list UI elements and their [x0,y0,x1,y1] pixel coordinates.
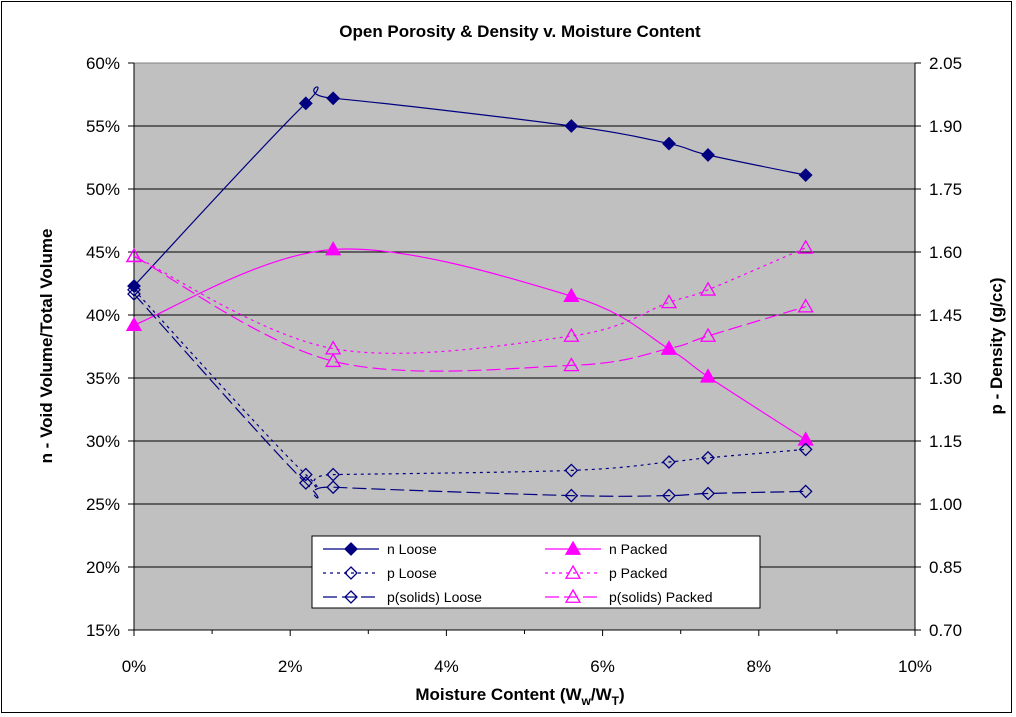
data-point-5 [797,298,814,313]
data-point-0 [326,91,341,106]
data-point-3 [699,281,717,296]
data-point-5 [699,327,717,342]
legend-marker-1 [564,540,582,555]
data-point-2 [298,467,313,482]
data-point-2 [662,455,676,469]
legend: n Loose n Packed p Loose p Packed p(solids) … [311,535,761,609]
x-tick-labels: 0% 2% 4% 6% 8% 10% [122,657,932,676]
y-right-tick-label: 1.00 [929,495,962,514]
y-right-tick-label: 1.75 [929,180,962,199]
legend-label-1: n Packed [609,541,667,557]
y-left-tick-label: 40% [86,306,120,325]
data-point-5 [563,357,580,372]
series-line-4 [133,293,806,499]
y-right-tick-label: 1.30 [929,369,962,388]
legend-label-0: n Loose [387,541,437,557]
y-right-tick-label: 1.15 [929,432,962,451]
data-point-1 [563,287,580,303]
y-left-tick-label: 25% [86,495,120,514]
series-markers [125,91,814,503]
y-right-tick-label: 2.05 [929,54,962,73]
data-point-3 [563,327,580,342]
data-point-5 [660,340,678,355]
y-right-tick-label: 1.90 [929,117,962,136]
y-left-tick-label: 55% [86,117,120,136]
data-point-2 [798,442,813,457]
y-right-axis-label: p - Density (g/cc) [987,278,1006,415]
data-point-2 [701,450,715,465]
x-tick-label: 8% [747,657,772,676]
y-left-axis-label: n - Void Volume/Total Volume [37,229,56,464]
data-point-0 [798,168,813,183]
data-point-5 [325,352,342,368]
legend-label-5: p(solids) Packed [609,589,713,605]
legend-label-2: p Loose [387,565,437,581]
data-point-2 [127,282,141,297]
legend-marker-4 [344,590,358,604]
series-line-0 [133,86,806,287]
data-point-4 [326,480,341,495]
data-point-1 [699,368,717,383]
legend-marker-3 [564,564,582,579]
y-left-tick-label: 50% [86,180,120,199]
data-point-4 [798,484,813,499]
data-point-4 [701,486,715,501]
series-line-2 [133,289,806,489]
x-tick-label: 2% [278,657,303,676]
x-axis-label: Moisture Content (Ww/WT) [415,685,624,708]
data-point-4 [662,488,676,503]
data-point-3 [660,294,678,309]
y-left-tick-label: 35% [86,369,120,388]
legend-marker-0 [344,542,358,556]
x-tick-label: 6% [590,657,615,676]
data-point-4 [127,287,141,301]
legend-marker-2 [344,566,358,580]
y-left-tick-label: 15% [86,621,120,640]
y-right-tick-label: 0.70 [929,621,962,640]
x-tick-label: 0% [122,657,147,676]
data-point-1 [325,241,342,256]
data-point-0 [127,279,141,293]
data-point-1 [797,431,814,446]
data-point-0 [298,96,313,111]
data-point-1 [125,316,143,331]
data-point-4 [298,476,313,490]
y-left-tick-labels: 15% 20% 25% 30% 35% 40% 45% 50% 55% 60% [86,54,120,640]
data-point-0 [701,148,715,162]
x-tick-label: 4% [434,657,459,676]
chart-title: Open Porosity & Density v. Moisture Cont… [339,22,701,41]
legend-label-3: p Packed [609,565,667,581]
y-left-tick-label: 60% [86,54,120,73]
data-point-5 [125,247,143,263]
data-point-2 [564,463,579,478]
y-right-tick-label: 1.60 [929,243,962,262]
y-left-tick-label: 45% [86,243,120,262]
y-left-tick-label: 30% [86,432,120,451]
x-tick-label: 10% [898,657,932,676]
series-line-5 [133,255,806,372]
data-point-0 [564,119,579,133]
y-right-tick-labels: 0.70 0.85 1.00 1.15 1.30 1.45 1.60 1.75 1.90 2.05 [929,54,962,640]
y-right-tick-label: 0.85 [929,558,962,577]
legend-label-4: p(solids) Loose [387,589,482,605]
data-point-0 [662,136,676,151]
data-point-4 [564,488,579,503]
y-right-tick-label: 1.45 [929,306,962,325]
legend-box [311,535,761,609]
axes [128,62,921,636]
legend-marker-5 [564,588,582,603]
data-point-3 [797,239,814,254]
y-left-tick-label: 20% [86,558,120,577]
